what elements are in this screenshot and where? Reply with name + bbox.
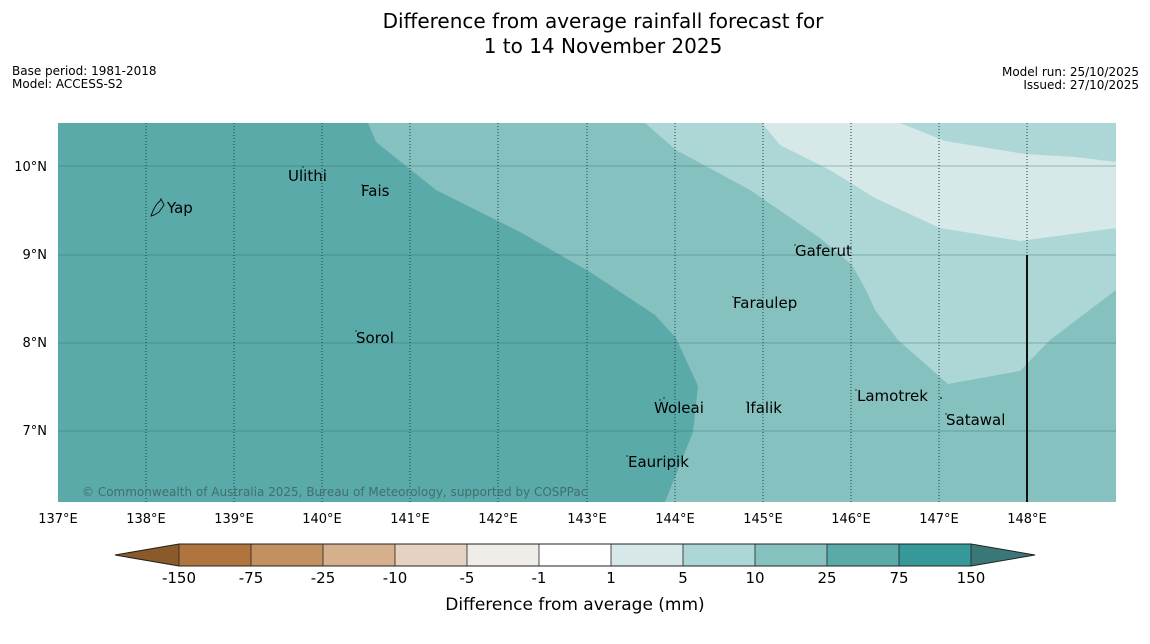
place-label-ulithi: Ulithi bbox=[288, 167, 327, 185]
woleai-marker-2 bbox=[663, 397, 665, 399]
colorbar-tick-1: 1 bbox=[606, 569, 616, 587]
eauripik-marker bbox=[626, 455, 628, 457]
colorbar-tick-150: 150 bbox=[957, 569, 986, 587]
yap-island-outline bbox=[150, 197, 165, 217]
place-label-ifalik: Ifalik bbox=[746, 399, 782, 417]
lat-label-9n: 9°N bbox=[23, 248, 48, 263]
place-label-woleai: Woleai bbox=[654, 399, 704, 417]
colorbar-tick-75: 75 bbox=[889, 569, 908, 587]
lon-label-140e: 140°E bbox=[302, 512, 342, 527]
lat-label-10n: 10°N bbox=[14, 160, 47, 175]
place-eauripik: Eauripik bbox=[626, 453, 689, 471]
place-ifalik: Ifalik bbox=[746, 399, 782, 417]
gaferut-marker bbox=[794, 244, 796, 246]
lon-label-146e: 146°E bbox=[831, 512, 871, 527]
place-label-eauripik: Eauripik bbox=[628, 453, 689, 471]
place-label-gaferut: Gaferut bbox=[795, 242, 852, 260]
place-gaferut: Gaferut bbox=[794, 242, 852, 260]
ulithi-marker bbox=[302, 166, 304, 168]
lamotrek-marker bbox=[855, 389, 857, 391]
map-title: Difference from average rainfall forecas… bbox=[0, 9, 1150, 59]
colorbar-tick-neg25: -25 bbox=[311, 569, 336, 587]
lon-label-139e: 139°E bbox=[214, 512, 254, 527]
colorbar-band-neg1-1 bbox=[539, 544, 611, 566]
woleai-marker bbox=[659, 399, 661, 401]
model-run: Model run: 25/10/2025 bbox=[1001, 65, 1139, 79]
longitude-gridlines bbox=[145, 123, 1028, 502]
lon-label-148e: 148°E bbox=[1007, 512, 1047, 527]
colorbar-tick-neg10: -10 bbox=[383, 569, 408, 587]
base-period: Base period: 1981-2018 bbox=[12, 64, 157, 78]
issued-date: Issued: 27/10/2025 bbox=[1023, 78, 1139, 92]
lon-label-143e: 143°E bbox=[567, 512, 607, 527]
colorbar-band-1-5 bbox=[611, 544, 683, 566]
lat-labels: 10°N 9°N 8°N 7°N bbox=[14, 160, 47, 439]
lon-label-138e: 138°E bbox=[126, 512, 166, 527]
place-faraulep: Faraulep bbox=[732, 294, 797, 312]
place-woleai: Woleai bbox=[654, 397, 704, 417]
lon-label-141e: 141°E bbox=[390, 512, 430, 527]
fais-marker bbox=[361, 184, 363, 186]
colorbar-tick-neg75: -75 bbox=[239, 569, 264, 587]
colorbar-band-neg25-neg10 bbox=[323, 544, 395, 566]
place-satawal: Satawal bbox=[945, 411, 1005, 429]
lat-label-7n: 7°N bbox=[23, 424, 48, 439]
lamotrek-dot bbox=[940, 397, 942, 399]
colorbar-extend-high bbox=[971, 544, 1035, 566]
colorbar-band-25-75 bbox=[827, 544, 899, 566]
colorbar: -150 -75 -25 -10 -5 -1 1 5 10 25 75 150 … bbox=[114, 543, 1036, 615]
meta-left: Base period: 1981-2018 Model: ACCESS-S2 bbox=[12, 65, 157, 91]
place-label-satawal: Satawal bbox=[946, 411, 1005, 429]
lon-labels: 137°E 138°E 139°E 140°E 141°E 142°E 143°… bbox=[38, 512, 1047, 527]
colorbar-band-5-10 bbox=[683, 544, 755, 566]
colorbar-tick-25: 25 bbox=[817, 569, 836, 587]
place-ulithi: Ulithi bbox=[288, 166, 327, 185]
lon-label-147e: 147°E bbox=[919, 512, 959, 527]
colorbar-tick-neg1: -1 bbox=[532, 569, 547, 587]
colorbar-band-neg150-neg75 bbox=[179, 544, 251, 566]
colorbar-extend-low bbox=[115, 544, 179, 566]
colorbar-tick-neg150: -150 bbox=[162, 569, 196, 587]
colorbar-band-75-150 bbox=[899, 544, 971, 566]
colorbar-tick-5: 5 bbox=[678, 569, 688, 587]
colorbar-band-neg5-neg1 bbox=[467, 544, 539, 566]
model-name: Model: ACCESS-S2 bbox=[12, 77, 124, 91]
place-yap: Yap bbox=[166, 199, 193, 217]
colorbar-title: Difference from average (mm) bbox=[445, 595, 704, 615]
ifalik-marker bbox=[746, 401, 748, 403]
faraulep-marker bbox=[732, 296, 734, 298]
place-label-fais: Fais bbox=[361, 182, 390, 200]
lon-label-145e: 145°E bbox=[743, 512, 783, 527]
place-labels: Yap Ulithi Fais Gaferut Faraulep Sorol L… bbox=[166, 166, 1005, 471]
meta-right: Model run: 25/10/2025 Issued: 27/10/2025 bbox=[1002, 66, 1139, 92]
lon-label-142e: 142°E bbox=[478, 512, 518, 527]
lon-label-137e: 137°E bbox=[38, 512, 78, 527]
title-line-1: Difference from average rainfall forecas… bbox=[382, 9, 824, 33]
place-fais: Fais bbox=[361, 182, 390, 200]
copyright-notice: © Commonwealth of Australia 2025, Bureau… bbox=[82, 485, 587, 499]
colorbar-band-neg75-neg25 bbox=[251, 544, 323, 566]
place-label-yap: Yap bbox=[166, 199, 193, 217]
colorbar-band-neg10-neg5 bbox=[395, 544, 467, 566]
place-sorol: Sorol bbox=[355, 329, 394, 347]
place-label-faraulep: Faraulep bbox=[733, 294, 797, 312]
colorbar-dividers bbox=[178, 544, 972, 566]
place-label-sorol: Sorol bbox=[356, 329, 394, 347]
title-line-2: 1 to 14 November 2025 bbox=[483, 34, 723, 58]
colorbar-tick-10: 10 bbox=[745, 569, 764, 587]
lon-label-144e: 144°E bbox=[655, 512, 695, 527]
zone-1-5 bbox=[762, 123, 1116, 241]
rainfall-map bbox=[58, 123, 1116, 502]
lat-label-8n: 8°N bbox=[23, 336, 48, 351]
place-label-lamotrek: Lamotrek bbox=[857, 387, 928, 405]
colorbar-tick-neg5: -5 bbox=[460, 569, 475, 587]
satawal-marker bbox=[945, 413, 947, 415]
place-lamotrek: Lamotrek bbox=[855, 387, 942, 405]
colorbar-band-10-25 bbox=[755, 544, 827, 566]
sorol-marker bbox=[355, 330, 357, 332]
